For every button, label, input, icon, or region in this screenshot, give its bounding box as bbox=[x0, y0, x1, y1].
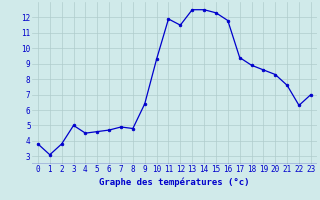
X-axis label: Graphe des températures (°c): Graphe des températures (°c) bbox=[99, 177, 250, 187]
